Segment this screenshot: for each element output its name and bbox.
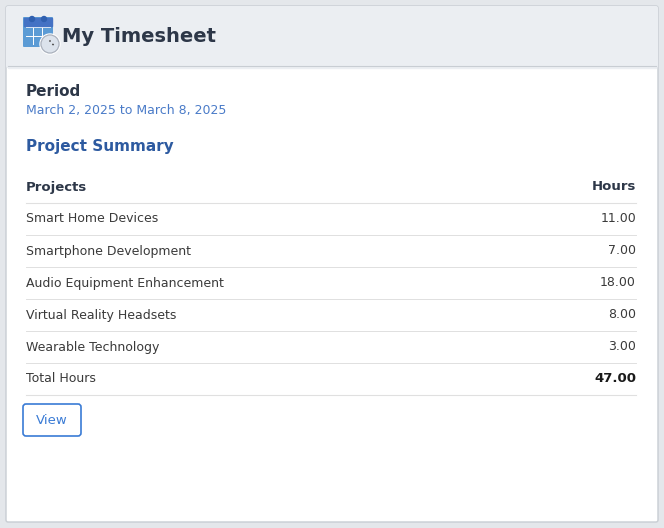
FancyBboxPatch shape (23, 17, 53, 47)
Text: Projects: Projects (26, 181, 87, 193)
Text: Wearable Technology: Wearable Technology (26, 341, 159, 354)
Text: 3.00: 3.00 (608, 341, 636, 354)
Text: 18.00: 18.00 (600, 277, 636, 289)
FancyBboxPatch shape (23, 404, 81, 436)
Text: 7.00: 7.00 (608, 244, 636, 258)
Text: Audio Equipment Enhancement: Audio Equipment Enhancement (26, 277, 224, 289)
Text: Project Summary: Project Summary (26, 139, 174, 154)
Text: 11.00: 11.00 (600, 212, 636, 225)
Text: 47.00: 47.00 (594, 372, 636, 385)
Bar (24, 18, 52, 26)
Text: My Timesheet: My Timesheet (62, 27, 216, 46)
Circle shape (29, 16, 35, 22)
Text: Period: Period (26, 84, 81, 99)
Text: View: View (36, 413, 68, 427)
Text: Smart Home Devices: Smart Home Devices (26, 212, 158, 225)
Bar (8, 60, 656, 68)
FancyBboxPatch shape (6, 6, 658, 522)
FancyBboxPatch shape (6, 6, 658, 68)
Text: March 2, 2025 to March 8, 2025: March 2, 2025 to March 8, 2025 (26, 104, 226, 117)
Text: Smartphone Development: Smartphone Development (26, 244, 191, 258)
Text: 8.00: 8.00 (608, 308, 636, 322)
Text: Virtual Reality Headsets: Virtual Reality Headsets (26, 308, 177, 322)
Circle shape (40, 34, 60, 54)
Circle shape (41, 35, 59, 53)
Circle shape (41, 16, 46, 22)
Text: Hours: Hours (592, 181, 636, 193)
Text: Total Hours: Total Hours (26, 372, 96, 385)
